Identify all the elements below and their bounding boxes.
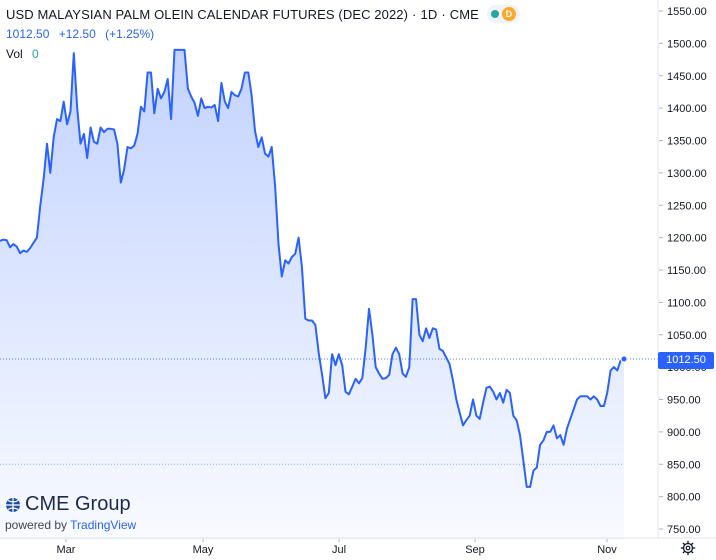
tradingview-link[interactable]: TradingView xyxy=(70,518,137,532)
y-tick-label: 850.00 xyxy=(667,459,701,471)
price-change: +12.50 xyxy=(58,27,96,41)
y-tick-label: 950.00 xyxy=(667,395,701,407)
y-tick-label: 1500.00 xyxy=(667,38,707,50)
y-tick-label: 1350.00 xyxy=(667,136,707,148)
price-axis[interactable]: 1550.00 1500.00 1450.00 1400.00 1350.00 1300.… xyxy=(657,0,707,538)
volume-value: 0 xyxy=(32,47,39,61)
last-price: 1012.50 xyxy=(6,27,50,41)
cme-group-logo[interactable]: CME Group powered by TradingView xyxy=(5,493,136,532)
price-change-pct: (+1.25%) xyxy=(105,27,155,41)
interval-label[interactable]: 1D xyxy=(420,6,438,22)
time-axis[interactable]: Mar May Jul Sep Nov xyxy=(0,537,716,556)
y-tick-label: 800.00 xyxy=(667,492,701,504)
last-price-axis-label: 1012.50 xyxy=(658,352,714,369)
chart-legend: USD MALAYSIAN PALM OLEIN CALENDAR FUTURE… xyxy=(6,5,520,61)
y-tick-label: 1550.00 xyxy=(667,6,707,18)
symbol-title[interactable]: USD MALAYSIAN PALM OLEIN CALENDAR FUTURE… xyxy=(6,6,409,22)
delayed-badge: D xyxy=(501,7,516,21)
y-tick-label: 1200.00 xyxy=(667,233,707,245)
x-tick-label: Jul xyxy=(332,544,346,556)
exchange-label: CME xyxy=(449,6,479,22)
y-tick-label: 1450.00 xyxy=(667,71,707,83)
y-tick-label: 1150.00 xyxy=(667,265,706,277)
y-tick-label: 1100.00 xyxy=(667,297,706,309)
y-tick-label: 750.00 xyxy=(667,524,701,536)
price-area xyxy=(0,49,624,541)
x-tick-label: Sep xyxy=(465,544,485,556)
last-price-dot xyxy=(620,355,628,363)
logo-text: CME Group xyxy=(25,493,131,515)
y-tick-label: 1250.00 xyxy=(667,200,707,212)
x-tick-label: May xyxy=(193,544,214,556)
separator: · xyxy=(412,6,417,22)
x-tick-label: Mar xyxy=(57,544,76,556)
separator: · xyxy=(441,6,446,22)
market-status[interactable]: D xyxy=(486,5,520,23)
y-tick-label: 1300.00 xyxy=(667,168,707,180)
green-dot-icon xyxy=(490,10,499,18)
settings-gear-icon[interactable] xyxy=(680,540,696,556)
powered-by-text: powered by xyxy=(5,518,68,532)
volume-label: Vol xyxy=(6,47,23,61)
x-tick-label: Nov xyxy=(597,544,617,556)
y-tick-label: 1050.00 xyxy=(667,330,707,342)
y-tick-label: 1400.00 xyxy=(667,103,707,115)
y-tick-label: 900.00 xyxy=(667,427,701,439)
price-line xyxy=(0,48,625,488)
globe-icon xyxy=(6,497,20,512)
